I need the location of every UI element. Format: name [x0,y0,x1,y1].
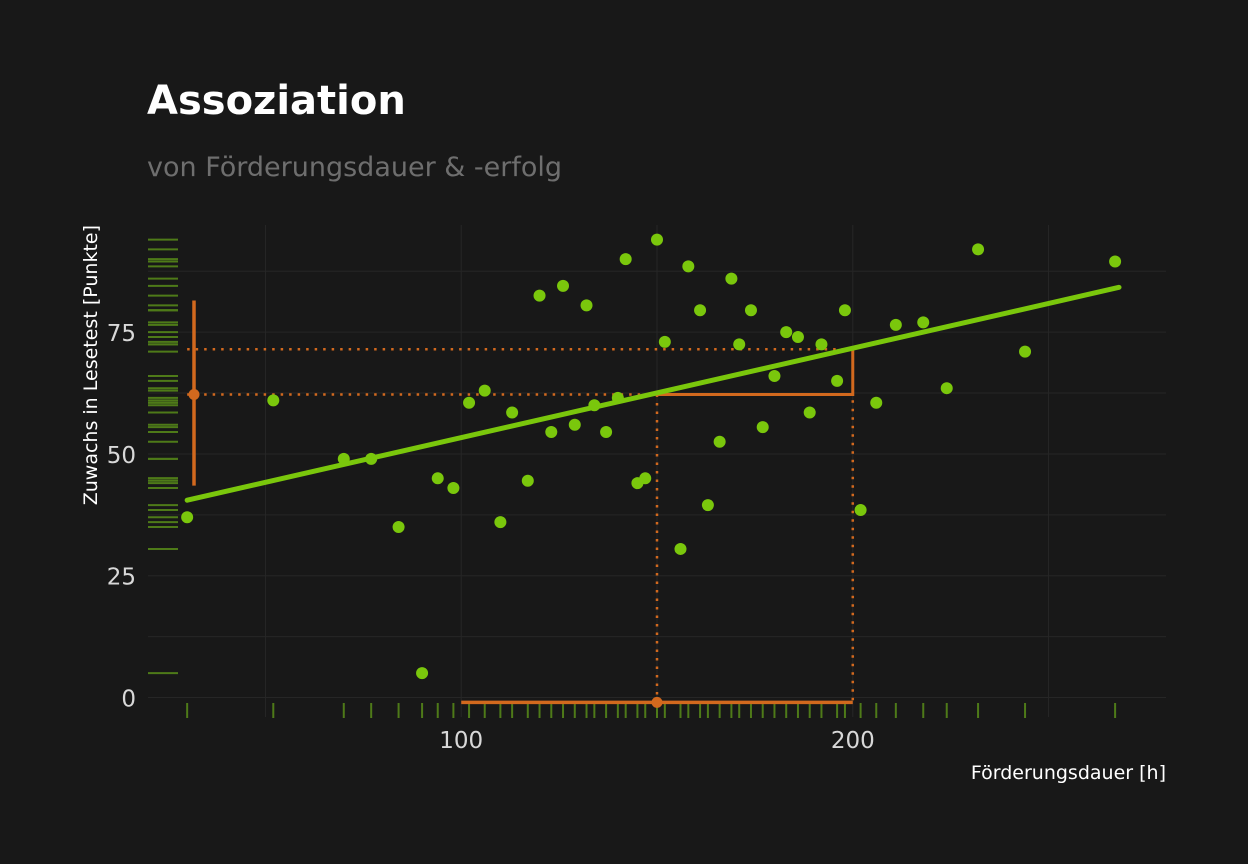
data-point [580,299,593,312]
data-point [972,243,985,256]
data-point [588,399,601,412]
data-point [416,667,429,680]
data-point [267,394,280,407]
data-point [1019,345,1032,358]
slope-triangle [657,349,855,397]
points-layer [181,233,1122,680]
chart-title: Assoziation [147,78,406,124]
data-point [392,521,405,534]
regression-layer [184,284,1122,503]
data-point [803,406,816,419]
data-point [506,406,519,419]
x-tick-label: 100 [439,728,483,754]
y-tick-label: 75 [107,321,136,347]
data-point [337,452,350,465]
data-point [756,421,769,434]
rug-marks [148,238,1117,718]
data-point [725,272,738,285]
data-point [701,499,714,512]
data-point [889,318,902,331]
regression-line [184,284,1122,503]
data-point [181,511,194,524]
data-point [870,396,883,409]
data-point [713,435,726,448]
data-point [365,452,378,465]
data-point [600,426,613,439]
data-point [658,335,671,348]
y-axis-title: Zuwachs in Lesetest [Punkte] [80,225,102,505]
data-point [533,289,546,302]
annotation-layer [187,300,855,708]
chart-subtitle: von Förderungsdauer & -erfolg [147,152,562,183]
data-point [521,474,534,487]
data-point [639,472,652,485]
data-point [611,391,624,404]
x-axis-title: Förderungsdauer [h] [971,762,1166,784]
data-point [917,316,930,329]
data-point [651,233,663,246]
y-mean-marker [188,389,200,401]
data-point [568,418,581,431]
data-point [780,326,793,339]
y-tick-label: 50 [107,443,136,469]
data-point [733,338,746,351]
tick-labels: 0 25 50 75 100 200 [107,321,875,754]
data-point [854,503,867,516]
data-point [1109,255,1122,268]
data-point [694,304,707,317]
data-point [478,384,491,397]
data-point [447,482,460,495]
data-point [545,426,558,439]
data-point [838,304,851,317]
data-point [791,331,804,344]
data-point [744,304,757,317]
data-point [431,472,444,485]
x-mean-marker [651,696,663,708]
data-point [940,382,953,395]
data-point [619,253,632,266]
data-point [831,374,844,387]
data-point [768,370,781,383]
data-point [557,279,570,292]
data-point [494,516,507,529]
x-tick-label: 200 [831,728,875,754]
data-point [674,542,687,555]
data-point [463,396,476,409]
data-point [815,338,828,351]
data-point [682,260,695,273]
y-tick-label: 0 [121,687,136,713]
y-tick-label: 25 [107,565,136,591]
